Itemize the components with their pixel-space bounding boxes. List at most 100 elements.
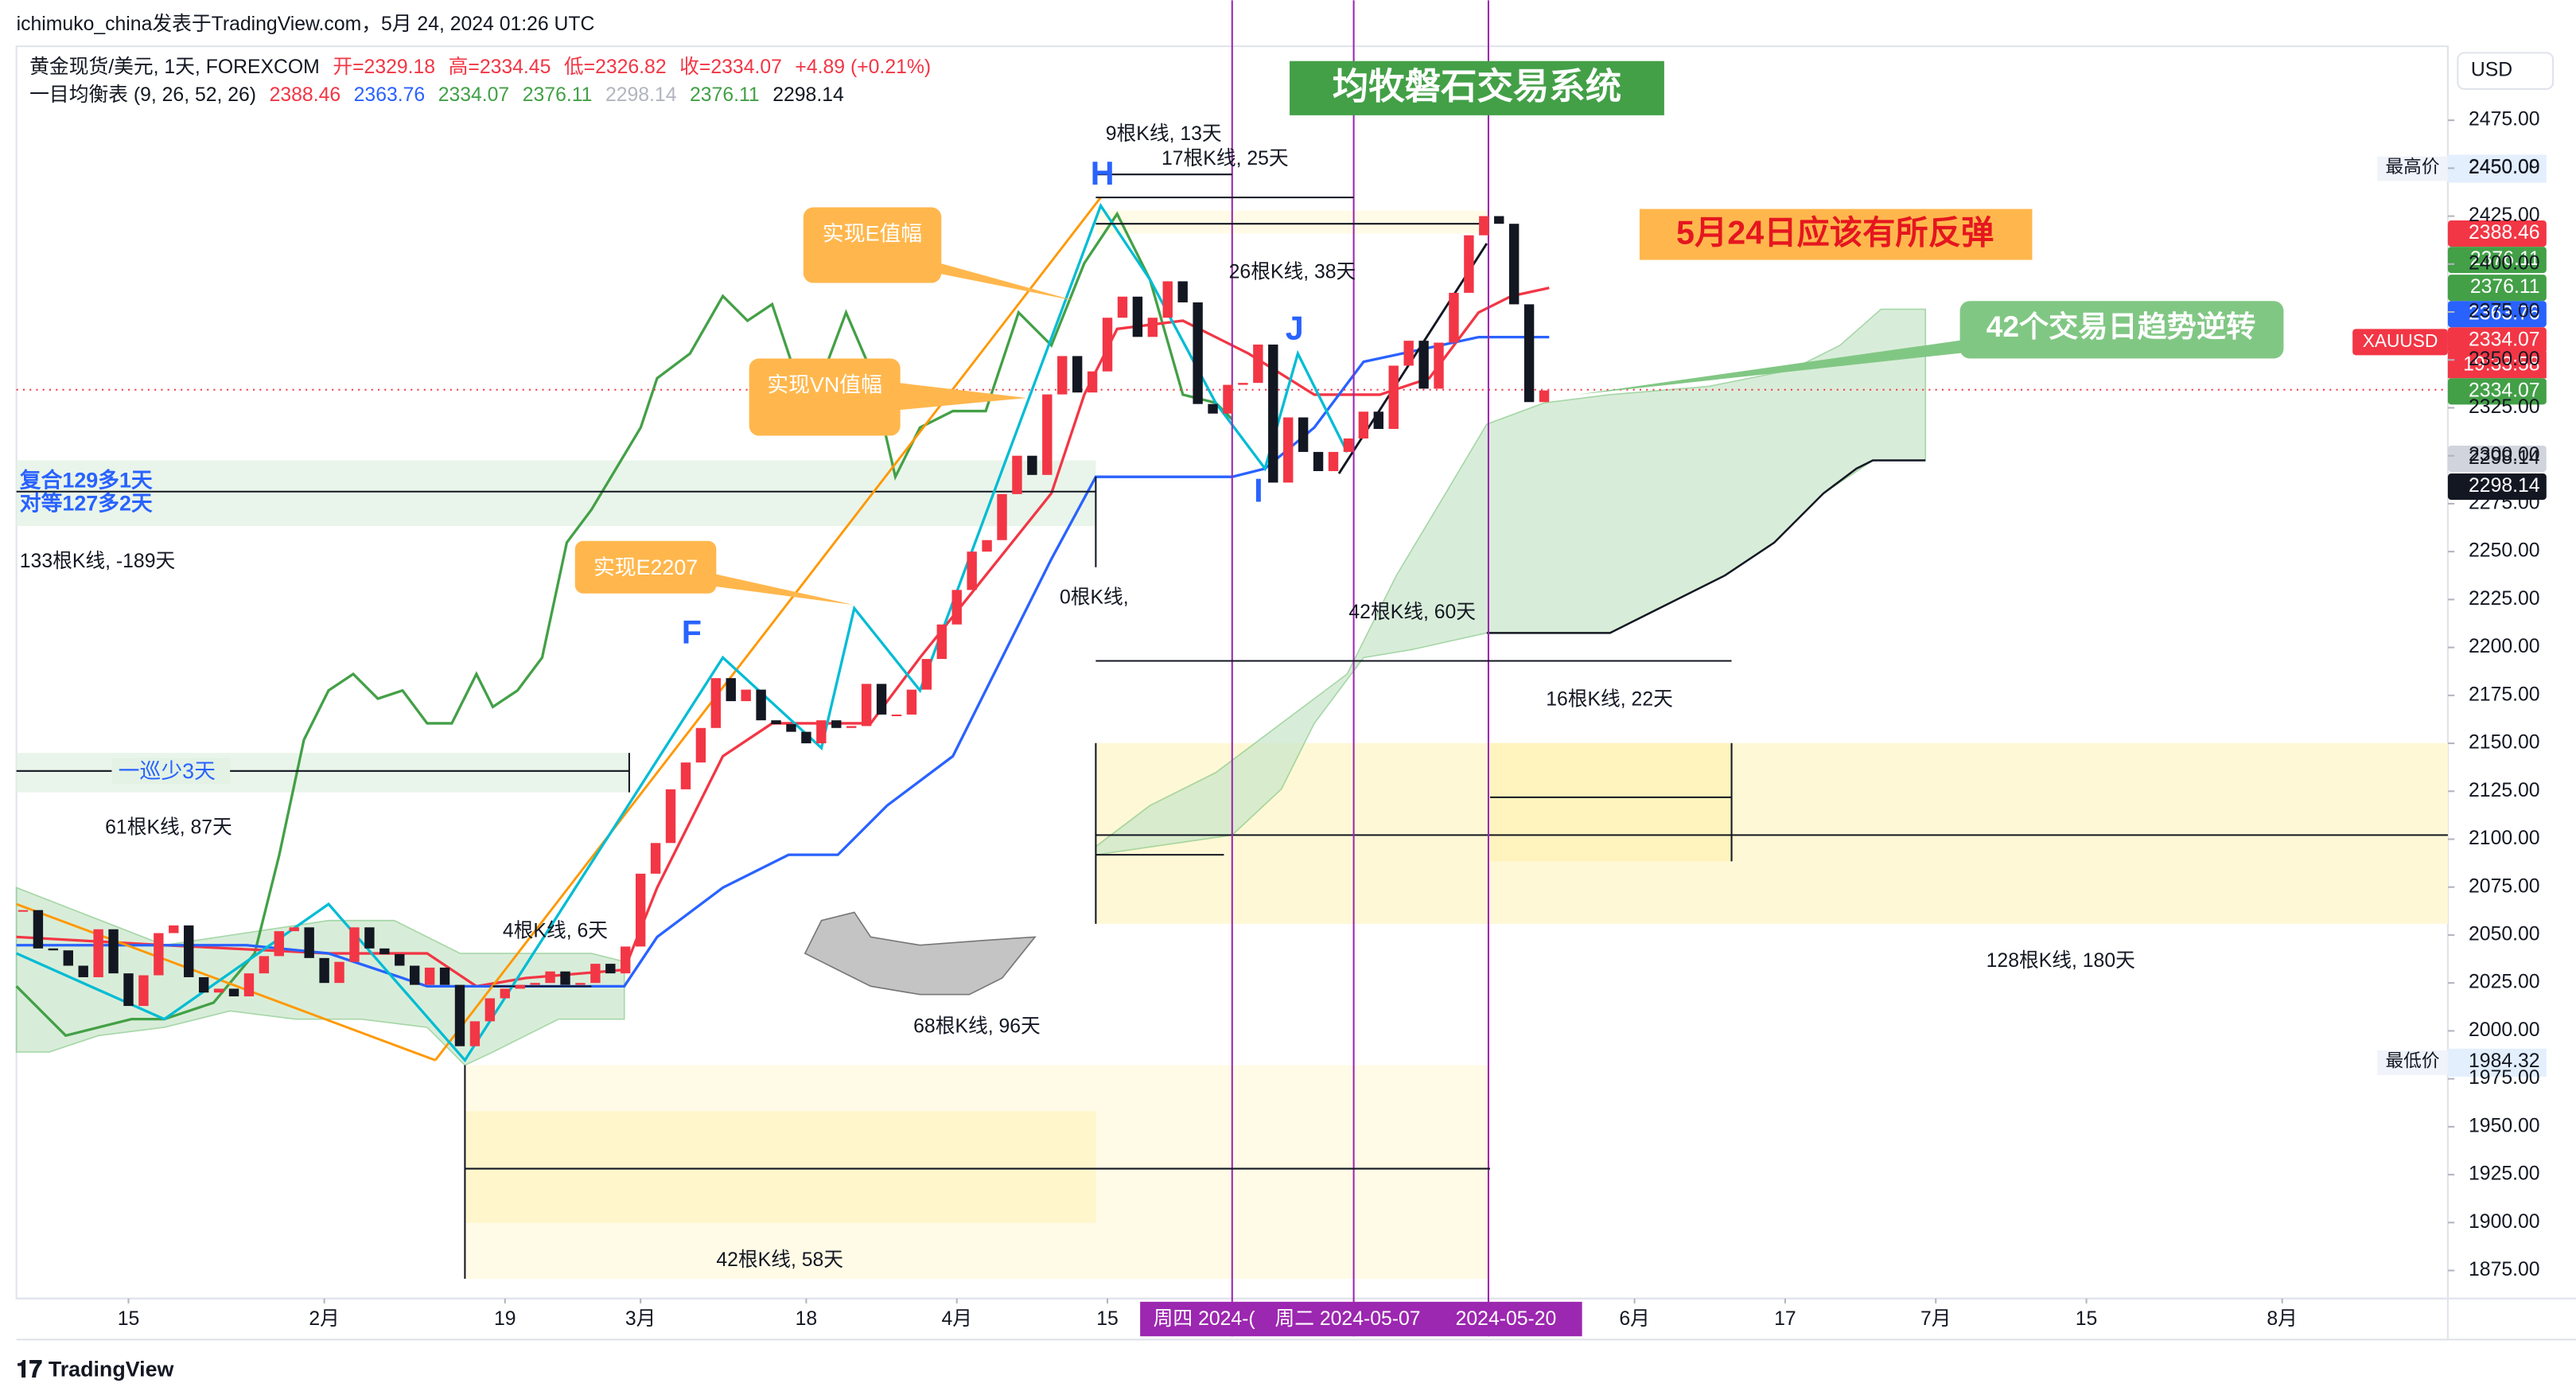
price-tag [2447, 473, 2547, 501]
ohlc-value: 收=2334.07 [679, 56, 782, 78]
symbol-legend: 黄金现货/美元, 1天, FOREXCOM 开=2329.18 高=2334.45 低… [29, 56, 931, 78]
candle-body [1479, 216, 1489, 236]
y-tick-label: 2075.00 [2469, 875, 2540, 897]
callout [803, 207, 942, 283]
senkou-b-line [1486, 459, 1926, 634]
low-label: 最低价 [2385, 1050, 2439, 1070]
reversal-box [1959, 301, 2284, 359]
candle-body [1117, 296, 1128, 318]
price-tag [2447, 378, 2547, 405]
callout-pointer [1577, 338, 1972, 395]
price-tag [2447, 220, 2547, 247]
symbol-tag [2352, 329, 2448, 356]
candle-body [831, 720, 842, 728]
zone [1490, 742, 1732, 862]
candle-body [138, 975, 149, 1007]
label-bg [2377, 1050, 2448, 1075]
y-tick-label: 2025.00 [2469, 972, 2540, 993]
price-tag-label: 2298.14 [2469, 447, 2540, 469]
cloud [804, 911, 1037, 996]
brand: TradingView [49, 1358, 174, 1381]
price-tag [2447, 247, 2547, 274]
high-value: 2450.09 [2469, 157, 2540, 178]
y-tick-label: 2425.00 [2469, 205, 2540, 226]
y-tick-label: 2300.00 [2469, 444, 2540, 466]
candle-body [1434, 342, 1444, 389]
indicator-value: 2298.14 [605, 84, 677, 106]
reversal-text: 42个交易日趋势逆转 [1986, 310, 2256, 343]
candle-body [1523, 304, 1535, 403]
countdown-tag [2447, 352, 2547, 379]
x-tick-label: 4月 [941, 1308, 972, 1330]
y-tick-label: 2225.00 [2469, 588, 2540, 610]
x-tick-label: 7月 [1920, 1308, 1951, 1330]
candle-body [259, 956, 270, 974]
price-tag-label: 2376.11 [2470, 276, 2540, 298]
count-label: 0根K线, [1060, 586, 1129, 609]
forecast-text: 5月24日应该有所反弹 [1676, 215, 1994, 251]
y-tick-label: 1925.00 [2469, 1163, 2540, 1185]
candle-body [1238, 383, 1248, 385]
candle-body [1373, 411, 1383, 429]
attribution: ichimuko_china发表于TradingView.com，5月 24, … [17, 13, 595, 35]
count-label: 133根K线, -189天 [20, 550, 175, 572]
candle-body [1298, 417, 1309, 452]
count-label: 128根K线, 180天 [1986, 949, 2135, 972]
candle-body [1072, 356, 1083, 393]
candle-body [1328, 451, 1339, 471]
candle-body [906, 689, 917, 715]
candle-body [801, 731, 811, 744]
zone [16, 460, 1096, 527]
candle-body [169, 925, 179, 933]
candle-body [876, 684, 887, 715]
candle-body [967, 551, 977, 590]
y-tick-label: 2350.00 [2469, 349, 2540, 370]
candle-body [1162, 281, 1173, 318]
x-tick-label: 19 [494, 1308, 516, 1330]
count-label: 61根K线, 87天 [105, 816, 232, 839]
count-label: 4根K线, 6天 [503, 920, 608, 942]
candle-body [771, 720, 781, 724]
price-tag [2447, 327, 2547, 354]
candles [18, 216, 1550, 1046]
candle-body [304, 927, 314, 958]
price-tag-label: 2298.14 [2469, 475, 2540, 497]
y-tick-label: 2200.00 [2469, 636, 2540, 657]
candle-body [500, 988, 510, 999]
candle-body [18, 910, 29, 912]
candle-body [560, 971, 570, 985]
candle-body [665, 789, 676, 844]
candle-body [1449, 292, 1459, 343]
indicator-value: 2388.46 [270, 84, 341, 106]
cloud [1095, 308, 1927, 856]
candle-body [861, 684, 872, 727]
date-marker: 2024-05-20 [1456, 1308, 1557, 1330]
candle-body [1193, 302, 1203, 404]
x-tick-label: 8月 [2267, 1308, 2298, 1330]
callout-pointer [887, 381, 1027, 411]
currency-button[interactable] [2457, 52, 2555, 90]
candle-body [243, 973, 255, 997]
low-value: 1984.32 [2469, 1050, 2540, 1072]
candle-body [1253, 344, 1263, 384]
x-tick-label: 18 [796, 1308, 818, 1330]
indicator-value: 2363.76 [354, 84, 426, 106]
x-tick-label: 17 [1774, 1308, 1796, 1330]
count-label: 42根K线, 60天 [1348, 601, 1476, 623]
candle-body [545, 971, 555, 984]
candle-body [289, 927, 299, 932]
cycle-label: 对等127多2天 [20, 490, 153, 515]
candle-body [515, 984, 525, 989]
callout-text: 实现E值幅 [823, 222, 922, 246]
countdown: 19:33:58 [2463, 353, 2539, 375]
candle-body [1313, 451, 1324, 471]
candle-body [63, 950, 73, 966]
count-label: 68根K线, 96天 [913, 1015, 1041, 1038]
candle-body [695, 727, 706, 763]
candle-body [108, 929, 119, 974]
currency[interactable]: USD [2471, 60, 2512, 81]
candle-body [1494, 216, 1504, 224]
candle-body [635, 873, 646, 947]
y-tick-label: 1975.00 [2469, 1067, 2540, 1089]
logo: 𝟏𝟕 [17, 1357, 49, 1382]
